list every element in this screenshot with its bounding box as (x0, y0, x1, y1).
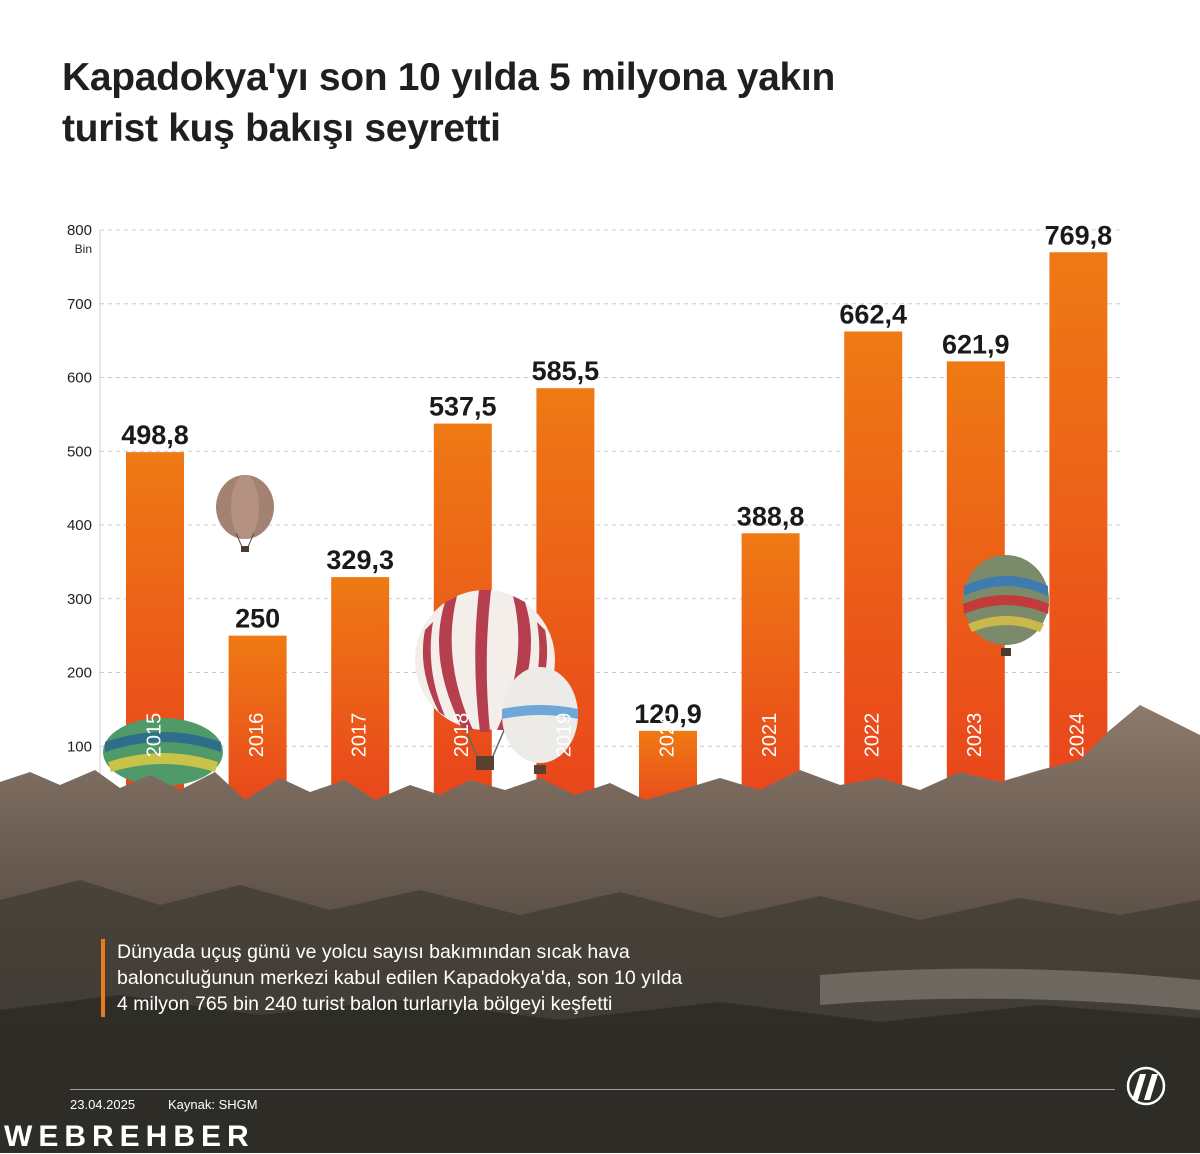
y-tick-label: 400 (67, 517, 92, 534)
y-tick-label: 100 (67, 738, 92, 755)
value-label: 621,9 (942, 329, 1010, 359)
watermark: WEBREHBER (4, 1120, 255, 1153)
chart-title: Kapadokya'yı son 10 yılda 5 milyona yakı… (62, 52, 1062, 154)
value-label: 250 (235, 604, 280, 634)
value-label: 120,9 (634, 699, 702, 729)
category-label: 2022 (861, 713, 883, 758)
bar-2021 (741, 533, 800, 820)
category-label: 2017 (348, 713, 370, 758)
publish-date: 23.04.2025 (70, 1097, 136, 1112)
category-label: 2016 (246, 713, 268, 758)
value-label: 498,8 (121, 420, 189, 450)
value-label: 329,3 (326, 545, 394, 575)
y-tick-label: 500 (67, 443, 92, 460)
category-labels: 2015 2016 2017 2018 2019 2020 2021 2022 2023 2024 (143, 713, 1088, 758)
category-label: 2019 (554, 713, 576, 758)
footer-divider (70, 1089, 1115, 1090)
bar-2022 (844, 331, 903, 820)
y-unit-label: Bin (75, 242, 92, 256)
balloon-icon (502, 667, 578, 774)
category-label: 2018 (451, 713, 473, 758)
value-label: 662,4 (839, 299, 907, 329)
landscape-background (0, 705, 1200, 1153)
title-line-2: turist kuş bakışı seyretti (62, 107, 501, 150)
category-label: 2024 (1067, 713, 1089, 758)
balloon-icon (216, 475, 274, 552)
category-label: 2023 (964, 713, 986, 758)
value-label: 585,5 (532, 356, 600, 386)
bar-2024 (1049, 252, 1108, 820)
y-tick-label: 800 (67, 222, 92, 239)
title-line-1: Kapadokya'yı son 10 yılda 5 milyona yakı… (62, 56, 835, 99)
category-label: 2020 (656, 713, 678, 758)
y-tick-label: 600 (67, 370, 92, 387)
info-note: Dünyada uçuş günü ve yolcu sayısı bakımı… (101, 939, 837, 1017)
balloon-icon (963, 555, 1049, 656)
y-tick-label: 300 (67, 591, 92, 608)
value-label: 537,5 (429, 392, 497, 422)
category-label: 2015 (143, 713, 165, 758)
value-label: 388,8 (737, 501, 805, 531)
y-tick-label: 200 (67, 665, 92, 682)
balloon-icon (103, 718, 223, 786)
note-line-1: Dünyada uçuş günü ve yolcu sayısı bakımı… (117, 941, 630, 963)
aa-logo-icon (1126, 1066, 1166, 1106)
source-label: Kaynak: SHGM (168, 1097, 258, 1112)
bar-2017 (331, 577, 390, 820)
category-label: 2021 (759, 713, 781, 758)
value-label: 769,8 (1045, 220, 1113, 250)
note-line-3: 4 milyon 765 bin 240 turist balon turlar… (117, 993, 613, 1015)
note-line-2: balonculuğunun merkezi kabul edilen Kapa… (117, 967, 683, 989)
y-axis: 100 200 300 400 500 600 700 800 Bin (67, 222, 101, 820)
y-tick-label: 700 (67, 296, 92, 313)
